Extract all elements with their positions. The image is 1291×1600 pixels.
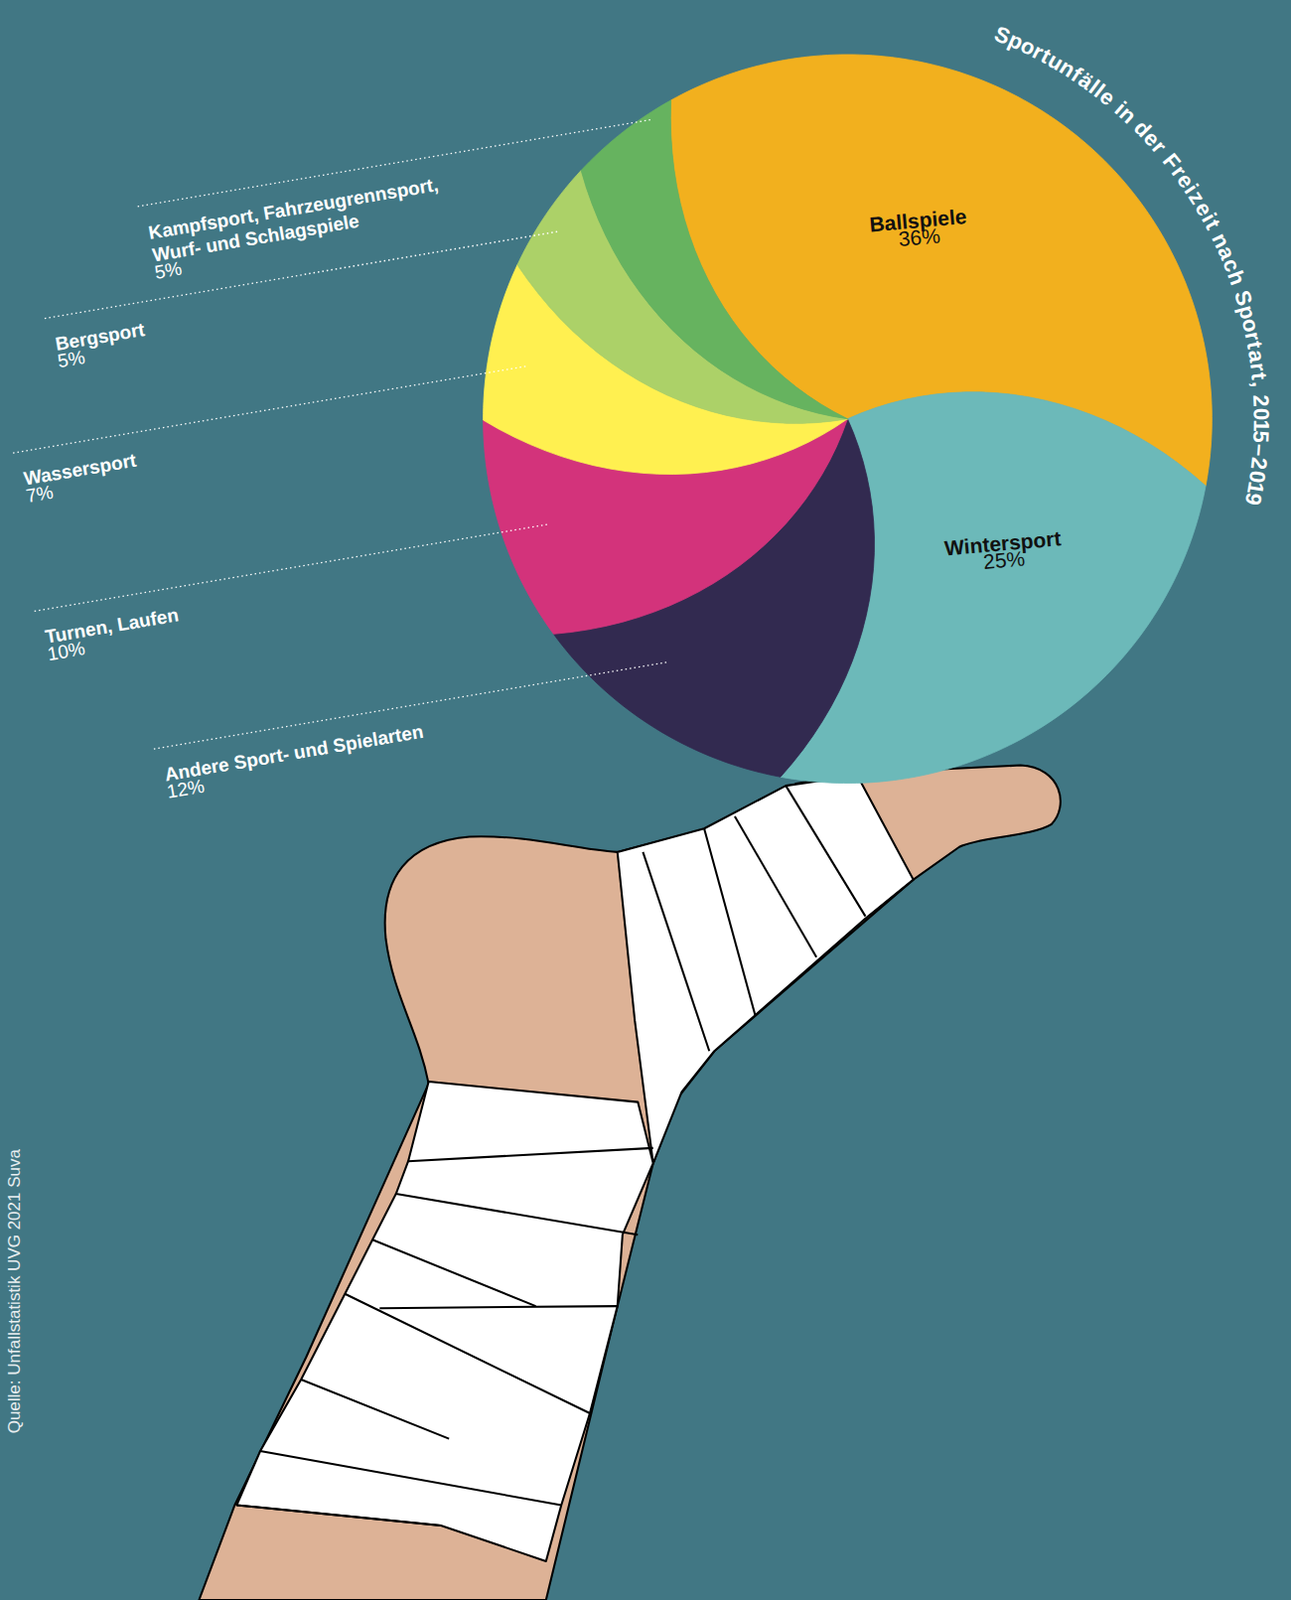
svg-text:r: r	[1245, 361, 1271, 373]
svg-text:t: t	[1036, 43, 1056, 69]
svg-text:i: i	[1196, 208, 1222, 227]
svg-text:h: h	[1222, 267, 1251, 289]
svg-text:1: 1	[1242, 479, 1269, 497]
svg-text:r: r	[1239, 329, 1266, 343]
svg-text:a: a	[1212, 242, 1241, 264]
svg-text:Turnen, Laufen: Turnen, Laufen	[43, 604, 181, 648]
svg-text:2: 2	[1246, 455, 1273, 471]
svg-text:u: u	[1043, 47, 1068, 76]
svg-text:n: n	[1114, 100, 1142, 129]
svg-text:e: e	[1138, 125, 1166, 152]
svg-text:e: e	[1190, 197, 1218, 221]
svg-text:Bergsport: Bergsport	[53, 318, 147, 355]
svg-text:5%: 5%	[55, 346, 87, 372]
svg-text:5: 5	[1248, 430, 1275, 443]
svg-text:o: o	[1016, 32, 1040, 61]
svg-text:n: n	[1055, 54, 1080, 83]
svg-text:F: F	[1157, 148, 1186, 175]
svg-text:i: i	[1179, 179, 1204, 199]
svg-text:z: z	[1183, 186, 1211, 209]
svg-text:36%: 36%	[897, 223, 942, 251]
svg-text:d: d	[1129, 115, 1157, 143]
svg-text:0: 0	[1244, 469, 1271, 485]
svg-text:t: t	[1246, 371, 1272, 381]
svg-text:t: t	[1241, 339, 1268, 351]
svg-text:Kampfsport, Fahrzeugrennsport,: Kampfsport, Fahrzeugrennsport,Wurf- und …	[146, 173, 444, 266]
svg-text:10%: 10%	[45, 637, 87, 665]
svg-text:1: 1	[1248, 419, 1274, 432]
svg-text:t: t	[1200, 215, 1226, 234]
svg-text:n: n	[1206, 229, 1235, 252]
svg-text:2: 2	[1248, 394, 1275, 408]
svg-text:r: r	[1147, 135, 1172, 159]
svg-text:e: e	[1172, 168, 1200, 193]
svg-text:12%: 12%	[164, 775, 206, 803]
svg-text:ä: ä	[1073, 67, 1099, 95]
svg-text:a: a	[1243, 348, 1270, 364]
svg-text:0: 0	[1248, 407, 1274, 421]
svg-text:o: o	[1236, 315, 1265, 335]
svg-text:p: p	[1004, 26, 1027, 55]
svg-text:S: S	[990, 20, 1014, 50]
svg-text:9: 9	[1240, 490, 1268, 508]
svg-text:e: e	[1095, 83, 1121, 111]
svg-text:l: l	[1084, 74, 1105, 99]
svg-text:Wintersport: Wintersport	[943, 526, 1062, 560]
svg-text:–: –	[1247, 442, 1274, 457]
svg-text:Ballspiele: Ballspiele	[868, 204, 968, 236]
svg-text:f: f	[1066, 62, 1087, 87]
svg-text:p: p	[1233, 302, 1262, 322]
svg-text:S: S	[1229, 287, 1258, 309]
svg-text:5%: 5%	[152, 258, 184, 284]
svg-text:Quelle: Unfallstatistik UVG 20: Quelle: Unfallstatistik UVG 2021 Suva	[4, 1147, 24, 1434]
svg-text:c: c	[1217, 254, 1246, 276]
svg-text:Wassersport: Wassersport	[22, 449, 138, 490]
svg-text:25%: 25%	[982, 546, 1026, 574]
svg-text:7%: 7%	[24, 481, 56, 507]
svg-text:Andere Sport- und Spielarten: Andere Sport- und Spielarten	[162, 720, 425, 786]
svg-text:i: i	[1110, 96, 1131, 120]
svg-text:r: r	[1166, 160, 1192, 183]
svg-text:r: r	[1028, 38, 1048, 65]
